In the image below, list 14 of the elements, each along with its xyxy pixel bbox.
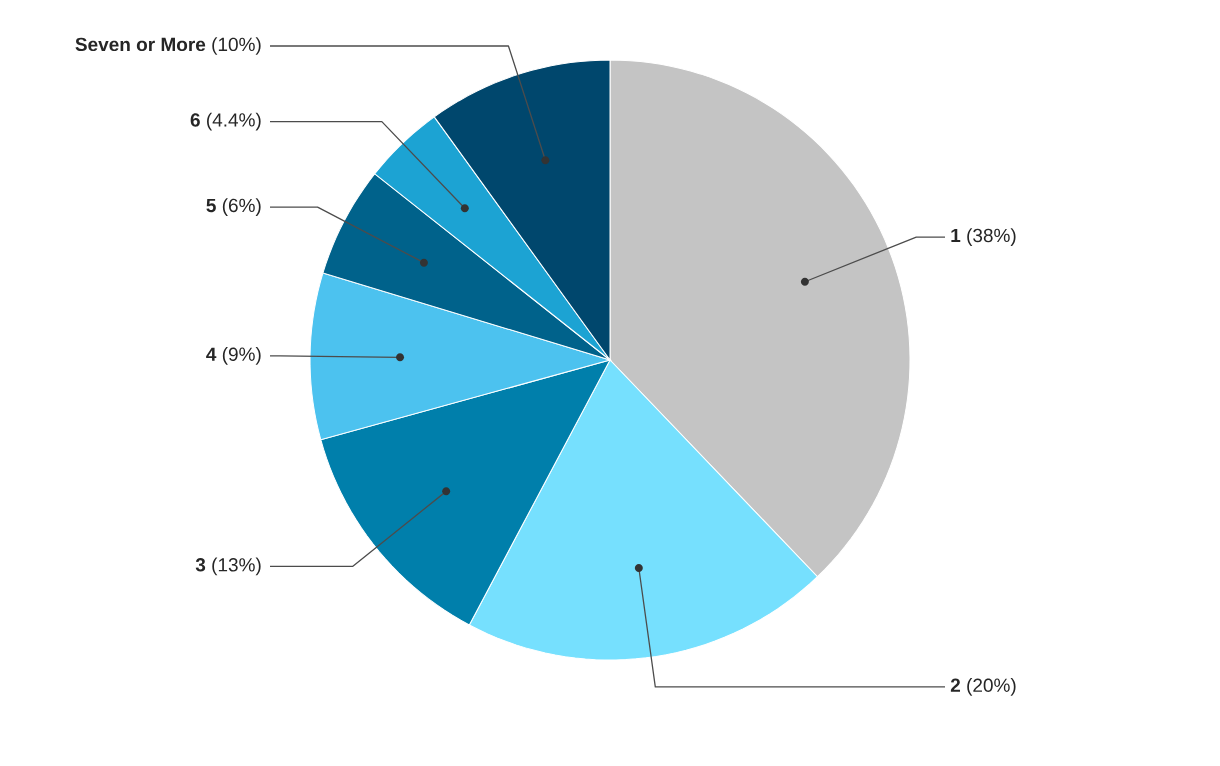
data-label: (38%) [967,228,1016,246]
slice-label: 1 [951,228,961,242]
data-label: (13%) [212,557,261,576]
slice-label: 6 [190,113,200,127]
data-label: (10%) [212,37,261,55]
slice-label: 4 [206,347,217,361]
data-label: (6%) [222,198,261,216]
slice-label: 2 [950,678,961,692]
data-label: (9%) [222,347,261,365]
slice-label: Seven or More [75,37,206,52]
data-label: (4.4%) [207,112,261,131]
slice-label: 5 [206,198,216,213]
slice-label: 3 [195,558,206,572]
data-label: (20%) [967,678,1016,696]
